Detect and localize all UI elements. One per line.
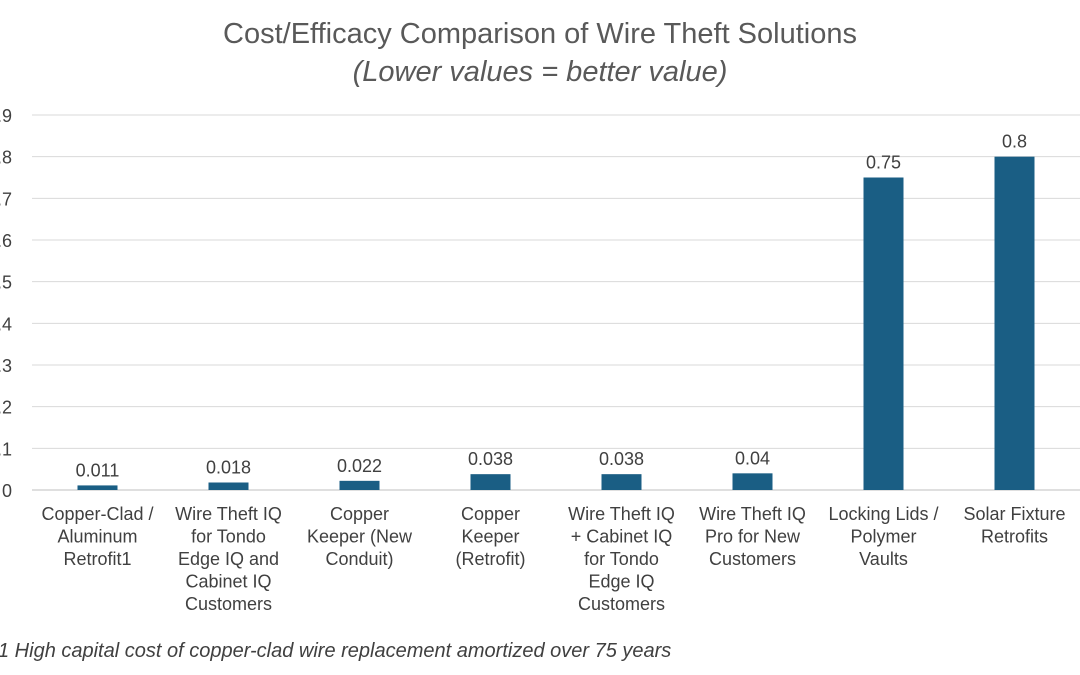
x-tick-label-line: Keeper (New [307, 527, 413, 547]
y-tick-label: .4 [0, 314, 12, 334]
y-tick-label: .8 [0, 148, 12, 168]
x-tick-label-line: Copper [330, 504, 389, 524]
chart-title: Cost/Efficacy Comparison of Wire Theft S… [223, 18, 857, 50]
x-tick-label-line: Customers [709, 549, 796, 569]
bar [601, 474, 642, 490]
x-tick-label-line: Solar Fixture [963, 504, 1065, 524]
bar [994, 156, 1035, 490]
y-tick-label: .3 [0, 356, 12, 376]
data-label: 0.022 [337, 456, 382, 476]
x-tick-label-line: Edge IQ [588, 572, 654, 592]
x-tick-label-line: Edge IQ and [178, 549, 279, 569]
x-tick-label-line: Conduit) [325, 549, 393, 569]
x-tick-label-line: Keeper [461, 527, 519, 547]
x-tick-label-line: Aluminum [57, 527, 137, 547]
x-tick-label-line: Retrofit1 [63, 549, 131, 569]
x-tick-label-line: Customers [185, 594, 272, 614]
bar [77, 485, 118, 490]
x-tick-label-line: Locking Lids / [828, 504, 938, 524]
x-tick-label: Copper Keeper (New Conduit) [307, 504, 413, 569]
data-label: 0.038 [468, 449, 513, 469]
footnote: 1 High capital cost of copper-clad wire … [0, 640, 672, 662]
x-tick-label-line: Copper [461, 504, 520, 524]
y-tick-label: .1 [0, 439, 12, 459]
bar [339, 480, 380, 490]
y-tick-label: .6 [0, 231, 12, 251]
x-tick-label-line: Cabinet IQ [185, 572, 271, 592]
bar [208, 482, 249, 490]
x-tick-label: Locking Lids / Polymer Vaults [828, 504, 938, 569]
x-tick-label-line: for Tondo [191, 527, 266, 547]
x-tick-label-line: + Cabinet IQ [571, 527, 673, 547]
x-tick-label: Solar Fixture Retrofits [963, 504, 1065, 547]
x-tick-label-line: Wire Theft IQ [175, 504, 282, 524]
data-label: 0.038 [599, 449, 644, 469]
x-tick-label-line: (Retrofit) [455, 549, 525, 569]
chart-subtitle: (Lower values = better value) [352, 56, 728, 88]
x-tick-label: Copper Keeper (Retrofit) [455, 504, 525, 569]
y-tick-label: 0 [2, 481, 12, 501]
x-tick-label-line: Copper-Clad / [41, 504, 153, 524]
x-tick-label-line: Wire Theft IQ [699, 504, 806, 524]
y-tick-label: .9 [0, 106, 12, 126]
data-label: 0.018 [206, 458, 251, 478]
data-label: 0.04 [735, 448, 770, 468]
x-tick-label-line: Pro for New [705, 527, 801, 547]
y-tick-label: .2 [0, 398, 12, 418]
x-tick-label-line: Vaults [859, 549, 908, 569]
x-tick-label-line: for Tondo [584, 549, 659, 569]
y-tick-label: .5 [0, 273, 12, 293]
data-label: 0.8 [1002, 132, 1027, 152]
x-tick-label-line: Customers [578, 594, 665, 614]
bar-chart: 0 .1 .2 .3 .4 .5 .6 .7 .8 .9 0.011 Copper-Clad / Alu… [0, 106, 1080, 614]
x-tick-label-line: Polymer [850, 527, 916, 547]
x-tick-label: Wire Theft IQ for Tondo Edge IQ and Cabinet… [175, 504, 282, 614]
x-tick-label-line: Retrofits [981, 527, 1048, 547]
x-tick-label-line: Wire Theft IQ [568, 504, 675, 524]
bar [470, 474, 511, 490]
x-tick-label: Wire Theft IQ Pro for New Customers [699, 504, 806, 569]
x-tick-label: Wire Theft IQ + Cabinet IQ for Tondo Edge I… [568, 504, 675, 614]
x-tick-label: Copper-Clad / Aluminum Retrofit1 [41, 504, 153, 569]
bar [732, 473, 773, 490]
data-label: 0.75 [866, 153, 901, 173]
y-tick-label: .7 [0, 189, 12, 209]
bar [863, 177, 904, 490]
data-label: 0.011 [76, 460, 120, 480]
